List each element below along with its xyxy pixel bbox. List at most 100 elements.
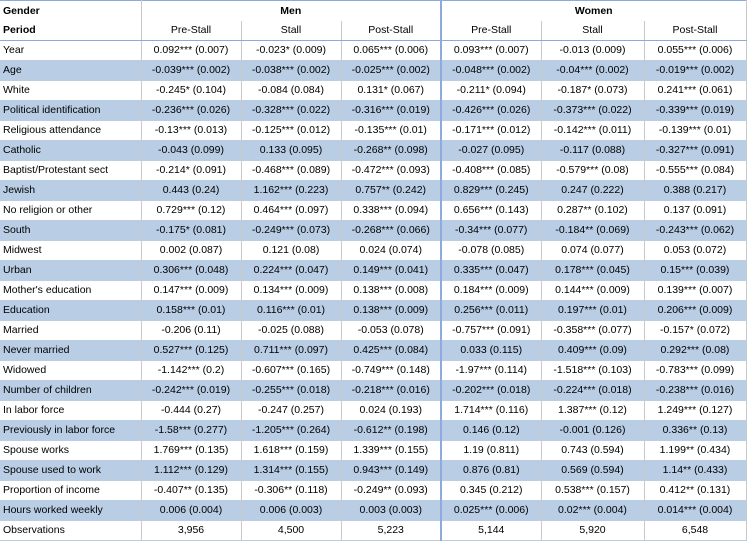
- table-cell: -1.97*** (0.114): [441, 360, 542, 381]
- row-label: No religion or other: [0, 200, 142, 221]
- table-row: Urban 0.306*** (0.048) 0.224*** (0.047) 0.1…: [0, 260, 747, 281]
- table-cell: -0.242*** (0.019): [141, 380, 242, 401]
- table-row: White -0.245* (0.104) -0.084 (0.084) 0.131*…: [0, 80, 747, 101]
- table-row: Political identification -0.236*** (0.026…: [0, 100, 747, 121]
- table-cell: 1.14** (0.433): [644, 460, 747, 481]
- table-cell: -1.518*** (0.103): [541, 360, 645, 381]
- table-cell: 0.138*** (0.008): [341, 280, 442, 301]
- table-row: Number of children -0.242*** (0.019) -0.25…: [0, 380, 747, 401]
- table-cell: 0.065*** (0.006): [341, 40, 442, 61]
- table-cell: -0.255*** (0.018): [241, 380, 342, 401]
- table-cell: 0.829*** (0.245): [441, 180, 542, 201]
- table-cell: -0.175* (0.081): [141, 220, 242, 241]
- table-cell: -0.426*** (0.026): [441, 100, 542, 121]
- row-label: Political identification: [0, 100, 142, 121]
- table-cell: -0.579*** (0.08): [541, 160, 645, 181]
- table-cell: 0.527*** (0.125): [141, 340, 242, 361]
- table-cell: 6,548: [644, 520, 747, 541]
- period-header: Period: [0, 21, 142, 41]
- table-cell: 0.569 (0.594): [541, 460, 645, 481]
- table-cell: -0.555*** (0.084): [644, 160, 747, 181]
- table-cell: -0.218*** (0.016): [341, 380, 442, 401]
- table-cell: 0.006 (0.004): [141, 500, 242, 521]
- table-cell: -0.749*** (0.148): [341, 360, 442, 381]
- table-cell: 0.116*** (0.01): [241, 300, 342, 321]
- table-cell: 0.464*** (0.097): [241, 200, 342, 221]
- row-label: Never married: [0, 340, 142, 361]
- table-cell: 0.15*** (0.039): [644, 260, 747, 281]
- men-stall-header: Stall: [241, 21, 342, 41]
- table-cell: 0.538*** (0.157): [541, 480, 645, 501]
- table-cell: 0.711*** (0.097): [241, 340, 342, 361]
- table-cell: -0.444 (0.27): [141, 400, 242, 421]
- row-label: Previously in labor force: [0, 420, 142, 441]
- table-cell: 0.146 (0.12): [441, 420, 542, 441]
- table-cell: 0.092*** (0.007): [141, 40, 242, 61]
- table-row: Midwest 0.002 (0.087) 0.121 (0.08) 0.024 (0…: [0, 240, 747, 261]
- table-cell: 1.19 (0.811): [441, 440, 542, 461]
- row-label: Mother's education: [0, 280, 142, 301]
- row-label: Baptist/Protestant sect: [0, 160, 142, 181]
- table-cell: -0.373*** (0.022): [541, 100, 645, 121]
- table-cell: 0.425*** (0.084): [341, 340, 442, 361]
- table-cell: 0.133 (0.095): [241, 140, 342, 161]
- table-row: Religious attendance -0.13*** (0.013) -0.1…: [0, 120, 747, 141]
- table-cell: -0.013 (0.009): [541, 40, 645, 61]
- table-row: Widowed -1.142*** (0.2) -0.607*** (0.165) -…: [0, 360, 747, 381]
- table-cell: -0.236*** (0.026): [141, 100, 242, 121]
- table-cell: 1.249*** (0.127): [644, 400, 747, 421]
- table-cell: 0.02*** (0.004): [541, 500, 645, 521]
- table-cell: -0.025*** (0.002): [341, 60, 442, 81]
- table-cell: 1.339*** (0.155): [341, 440, 442, 461]
- table-cell: 0.033 (0.115): [441, 340, 542, 361]
- table-cell: 0.256*** (0.011): [441, 300, 542, 321]
- table-cell: 0.149*** (0.041): [341, 260, 442, 281]
- table-cell: 0.053 (0.072): [644, 240, 747, 261]
- table-cell: -0.358*** (0.077): [541, 320, 645, 341]
- table-cell: -0.202*** (0.018): [441, 380, 542, 401]
- table-cell: -0.117 (0.088): [541, 140, 645, 161]
- table-cell: 0.409*** (0.09): [541, 340, 645, 361]
- table-row: Observations 3,956 4,500 5,223 5,144 5,920 6,5…: [0, 520, 747, 541]
- table-cell: -0.048*** (0.002): [441, 60, 542, 81]
- table-cell: -0.214* (0.091): [141, 160, 242, 181]
- table-cell: -0.243*** (0.062): [644, 220, 747, 241]
- table-cell: 0.055*** (0.006): [644, 40, 747, 61]
- men-pre-stall-header: Pre-Stall: [141, 21, 242, 41]
- table-cell: 0.206*** (0.009): [644, 300, 747, 321]
- table-cell: -1.142*** (0.2): [141, 360, 242, 381]
- table-cell: 0.134*** (0.009): [241, 280, 342, 301]
- table-cell: 0.074 (0.077): [541, 240, 645, 261]
- row-label: Number of children: [0, 380, 142, 401]
- table-cell: -0.125*** (0.012): [241, 120, 342, 141]
- table-row: Proportion of income -0.407** (0.135) -0.3…: [0, 480, 747, 501]
- table-cell: 3,956: [141, 520, 242, 541]
- table-row: Education 0.158*** (0.01) 0.116*** (0.01) 0…: [0, 300, 747, 321]
- table-cell: -0.607*** (0.165): [241, 360, 342, 381]
- table-cell: -0.139*** (0.01): [644, 120, 747, 141]
- table-cell: 0.345 (0.212): [441, 480, 542, 501]
- table-cell: -0.043 (0.099): [141, 140, 242, 161]
- table-cell: -0.238*** (0.016): [644, 380, 747, 401]
- table-cell: -0.408*** (0.085): [441, 160, 542, 181]
- women-pre-stall-header: Pre-Stall: [441, 21, 542, 41]
- table-cell: -0.053 (0.078): [341, 320, 442, 341]
- table-cell: 0.014*** (0.004): [644, 500, 747, 521]
- table-row: South -0.175* (0.081) -0.249*** (0.073) -0.…: [0, 220, 747, 241]
- table-cell: -0.224*** (0.018): [541, 380, 645, 401]
- table-cell: 0.184*** (0.009): [441, 280, 542, 301]
- table-cell: 5,223: [341, 520, 442, 541]
- table-cell: 0.139*** (0.007): [644, 280, 747, 301]
- table-cell: 0.197*** (0.01): [541, 300, 645, 321]
- table-cell: -0.245* (0.104): [141, 80, 242, 101]
- table-cell: -0.268*** (0.066): [341, 220, 442, 241]
- table-cell: 0.093*** (0.007): [441, 40, 542, 61]
- table-body: Year 0.092*** (0.007) -0.023* (0.009) 0.065…: [0, 40, 747, 541]
- table-cell: -0.783*** (0.099): [644, 360, 747, 381]
- table-row: Spouse used to work 1.112*** (0.129) 1.314…: [0, 460, 747, 481]
- row-label: Spouse works: [0, 440, 142, 461]
- table-cell: 0.757** (0.242): [341, 180, 442, 201]
- table-cell: 1.162*** (0.223): [241, 180, 342, 201]
- women-stall-header: Stall: [541, 21, 645, 41]
